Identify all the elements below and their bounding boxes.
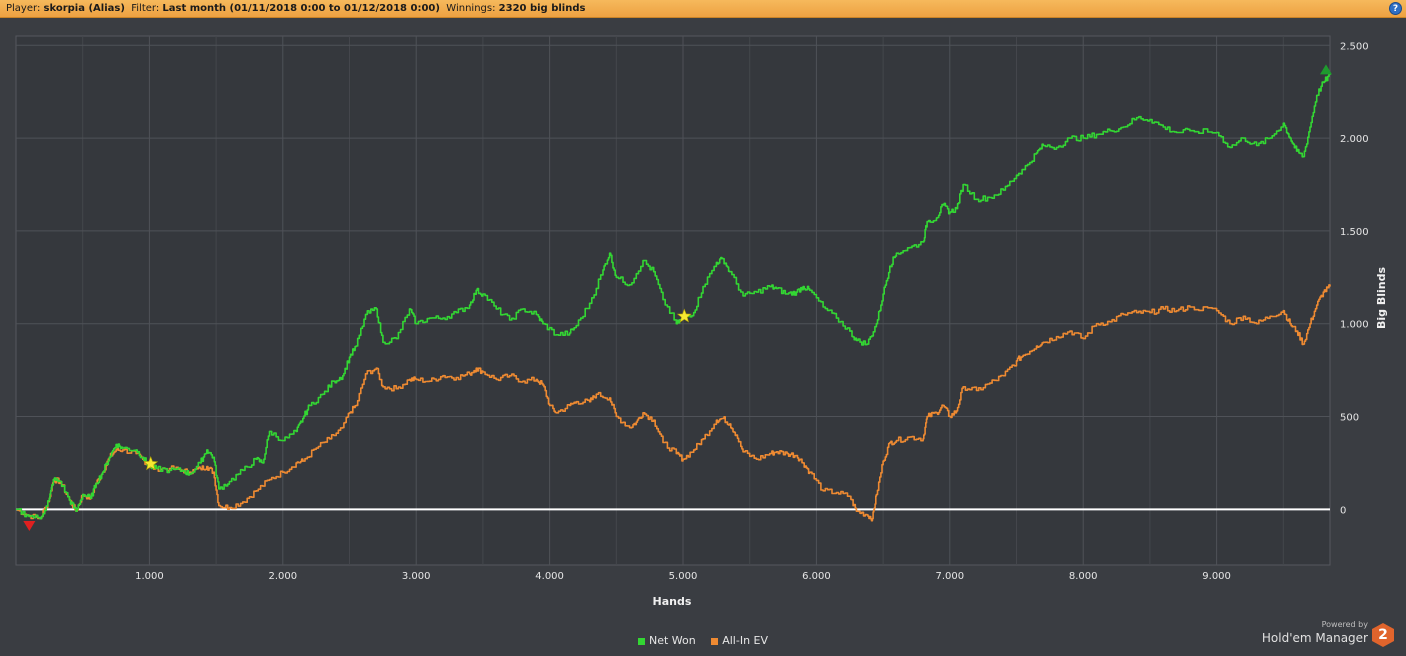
filter-value: Last month (01/11/2018 0:00 to 01/12/201… [162, 3, 440, 14]
y-tick-label: 1.500 [1340, 227, 1369, 238]
y-tick-label: 500 [1340, 413, 1359, 424]
y-tick-label: 1.000 [1340, 320, 1369, 331]
legend-label: All-In EV [722, 634, 769, 647]
y-axis-label: Big Blinds [1375, 267, 1388, 329]
x-tick-label: 3.000 [402, 571, 431, 582]
filter-label: Filter: [131, 3, 160, 14]
question-mark-icon[interactable]: ? [1389, 2, 1402, 15]
legend-item-net-won[interactable]: Net Won [637, 634, 696, 647]
triangle-up-marker [1319, 64, 1332, 75]
branding: Powered by Hold'em Manager 2 [1244, 620, 1394, 650]
legend-label: Net Won [648, 634, 696, 647]
x-tick-label: 9.000 [1202, 571, 1231, 582]
hem2-logo-icon: 2 [1372, 623, 1394, 647]
y-tick-label: 0 [1340, 505, 1346, 516]
x-tick-label: 6.000 [802, 571, 831, 582]
x-tick-label: 2.000 [268, 571, 297, 582]
player-name: skorpia (Alias) [43, 3, 125, 14]
graph-chart: 1.000 2.000 3.000 4.000 5.000 6.000 7.000 8.000… [15, 35, 1388, 608]
plot-area [15, 35, 1331, 566]
series-line [16, 284, 1331, 522]
player-label: Player: [6, 3, 41, 14]
header-bar: Player: skorpia (Alias) Filter: Last mon… [0, 0, 1406, 18]
y-tick-label: 2.000 [1340, 134, 1369, 145]
x-axis-label: Hands [653, 595, 692, 608]
chart-markers [23, 64, 1332, 532]
triangle-down-marker [23, 521, 36, 532]
y-axis-ticks: 0 500 1.000 1.500 2.000 2.500 [1340, 41, 1369, 516]
winnings-value: 2320 big blinds [498, 3, 586, 14]
legend-swatch [711, 637, 719, 645]
chart-grid [15, 35, 1331, 566]
y-tick-label: 2.500 [1340, 41, 1369, 52]
x-tick-label: 5.000 [669, 571, 698, 582]
x-tick-label: 7.000 [935, 571, 964, 582]
legend-swatch [637, 637, 645, 645]
x-axis-ticks: 1.000 2.000 3.000 4.000 5.000 6.000 7.000 8.000… [135, 571, 1231, 582]
x-tick-label: 1.000 [135, 571, 164, 582]
x-tick-label: 8.000 [1069, 571, 1098, 582]
series-line [16, 73, 1331, 520]
brand-name: Hold'em Manager [1261, 631, 1368, 645]
powered-by-text: Powered by [1321, 620, 1368, 629]
chart-series [16, 73, 1331, 522]
legend-item-all-in-ev[interactable]: All-In EV [711, 634, 768, 647]
chart-legend: Net Won All-In EV [0, 634, 1406, 647]
winnings-label: Winnings: [446, 3, 496, 14]
star-marker [676, 308, 692, 323]
star-marker [143, 455, 159, 471]
x-tick-label: 4.000 [535, 571, 564, 582]
